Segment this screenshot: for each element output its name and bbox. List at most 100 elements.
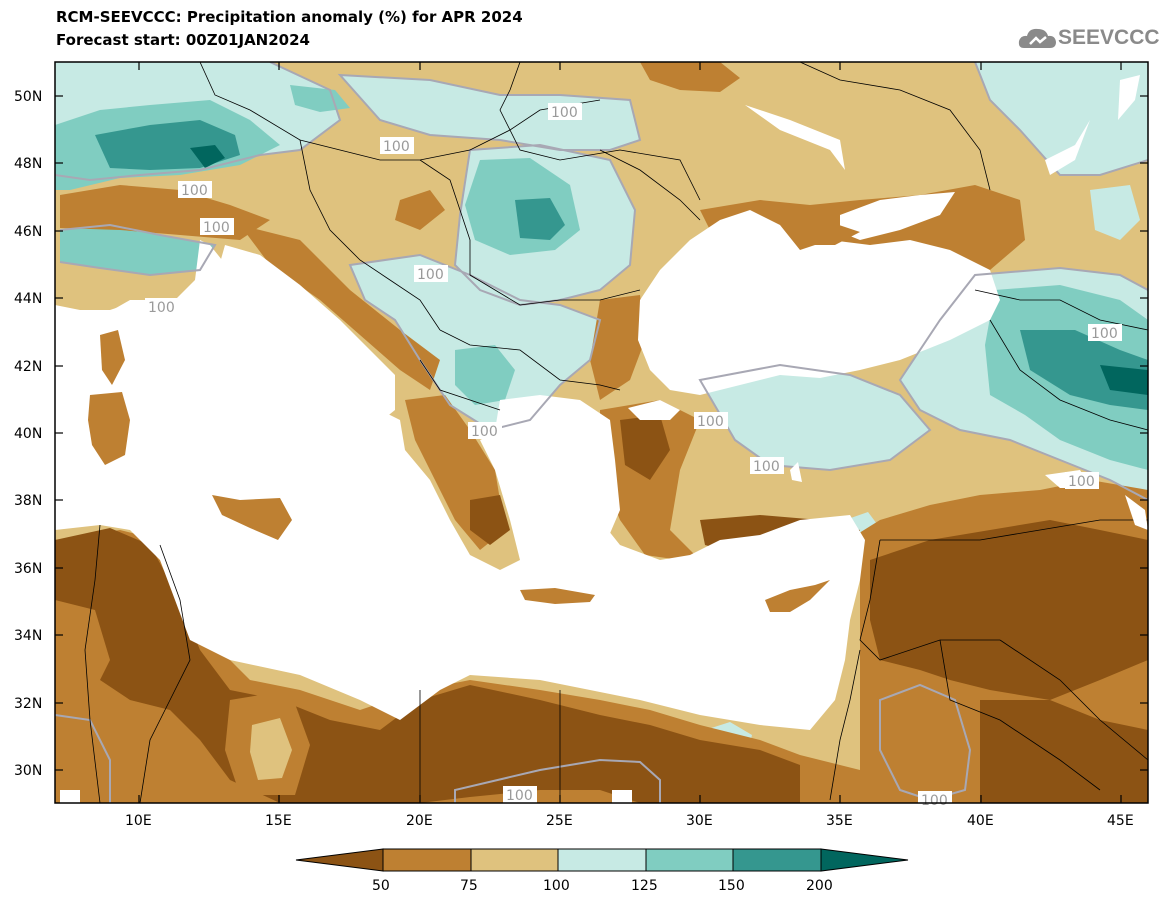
lat-label: 42N xyxy=(14,359,42,375)
longitude-axis xyxy=(138,62,1122,803)
contour-label: 100 xyxy=(697,414,724,430)
field-50-75-africa-w xyxy=(55,600,110,700)
lat-label: 34N xyxy=(14,628,42,644)
island-corsica xyxy=(100,330,125,385)
colorbar-lt50 xyxy=(295,848,384,872)
contour-label: 100 xyxy=(417,267,444,283)
colorbar-tick-label: 125 xyxy=(631,878,658,894)
lon-label: 35E xyxy=(826,813,853,829)
field-lt50-iraq xyxy=(980,700,1148,803)
colorbar-50-75 xyxy=(382,848,472,872)
map-title: RCM-SEEVCCC: Precipitation anomaly (%) f… xyxy=(56,8,523,26)
contour-label: 100 xyxy=(1091,326,1118,342)
field-100-125-balkans xyxy=(350,255,600,430)
lat-label: 40N xyxy=(14,426,42,442)
lon-label: 20E xyxy=(406,813,433,829)
colorbar-150-200 xyxy=(732,848,822,872)
latitude-labels: 50N 48N 46N 44N 42N 40N 38N 36N 34N 32N … xyxy=(14,89,42,779)
field-50-75-hungary xyxy=(395,190,445,230)
contour-label: 100 xyxy=(148,300,175,316)
colorbar-tick-label: 200 xyxy=(806,878,833,894)
lon-label: 10E xyxy=(125,813,152,829)
lon-label: 30E xyxy=(686,813,713,829)
logo-text: SEEVCCC xyxy=(1058,26,1160,49)
longitude-labels: 10E 15E 20E 25E 30E 35E 40E 45E xyxy=(125,813,1134,829)
colorbar-tick-label: 100 xyxy=(543,878,570,894)
sea-marmara xyxy=(628,400,680,420)
forecast-start-label: Forecast start: 00Z01JAN2024 xyxy=(56,31,310,49)
field-100-125-north xyxy=(340,75,640,150)
contour-label: 100 xyxy=(181,183,208,199)
contour-label: 100 xyxy=(921,793,948,809)
contour-label: 100 xyxy=(753,459,780,475)
patch-white-ne xyxy=(1118,75,1140,120)
field-100-125-ukraine-e xyxy=(1090,185,1140,240)
island-sicily xyxy=(212,495,292,540)
island-cyprus xyxy=(765,580,830,612)
field-gt200-alps xyxy=(190,145,225,168)
colorbar-tick-label: 50 xyxy=(372,878,390,894)
patch-white-sw xyxy=(60,790,80,803)
patch-white-turkey xyxy=(790,462,802,482)
contour-label: 100 xyxy=(1068,474,1095,490)
field-lt50-turkey xyxy=(620,415,670,480)
lon-label: 15E xyxy=(265,813,292,829)
anomaly-field xyxy=(55,62,1148,803)
field-gt200-caucasus xyxy=(1100,365,1148,395)
patch-white-libya xyxy=(612,790,632,803)
sea-aegean xyxy=(495,395,620,555)
latitude-axis xyxy=(55,95,1148,771)
field-125-150-balkans xyxy=(455,345,515,405)
lon-label: 25E xyxy=(546,813,573,829)
colorbar-100-125 xyxy=(557,848,647,872)
contour-label: 100 xyxy=(471,424,498,440)
colorbar-125-150 xyxy=(645,848,734,872)
field-50-75-romania-coast xyxy=(590,295,645,400)
patch-white-iran2 xyxy=(1125,495,1148,530)
patch-white-ne2 xyxy=(1045,120,1090,175)
island-sardinia xyxy=(88,392,130,465)
lat-label: 48N xyxy=(14,156,42,172)
lon-label: 40E xyxy=(967,813,994,829)
cloud-icon xyxy=(1018,28,1056,48)
field-50-75-north xyxy=(640,62,740,92)
lon-label: 45E xyxy=(1107,813,1134,829)
sea-azov xyxy=(840,192,955,240)
colorbar-tick-label: 75 xyxy=(460,878,478,894)
field-lt50-greece xyxy=(470,495,510,545)
lat-label: 38N xyxy=(14,493,42,509)
field-125-150-alps2 xyxy=(60,225,215,275)
colorbar-75-100 xyxy=(470,848,559,872)
sea-adriatic xyxy=(218,245,395,430)
sea-black xyxy=(638,210,1000,395)
field-50-75-croatia xyxy=(240,225,440,390)
sea-tyrrhenian xyxy=(95,300,300,500)
seevccc-logo: SEEVCCC xyxy=(1018,24,1160,54)
sea-mediterranean xyxy=(55,240,865,730)
lat-label: 36N xyxy=(14,561,42,577)
contour-label: 100 xyxy=(203,220,230,236)
field-100-125-anatolia xyxy=(700,365,930,470)
contour-label: 100 xyxy=(383,139,410,155)
contour-labels: 100 100 100 100 100 100 100 100 100 100 … xyxy=(145,103,1122,809)
field-lt50-levant xyxy=(870,520,1148,700)
contour-label: 100 xyxy=(506,788,533,804)
field-crimea-peninsula xyxy=(800,222,860,245)
field-100-125-ukraine-ne xyxy=(975,62,1148,175)
patch-white-ukraine xyxy=(745,105,845,170)
colorbar-gt200 xyxy=(820,848,909,872)
lat-label: 50N xyxy=(14,89,42,105)
contour-100-lines xyxy=(55,62,1148,803)
lat-label: 32N xyxy=(14,696,42,712)
lat-label: 46N xyxy=(14,224,42,240)
lat-label: 30N xyxy=(14,763,42,779)
contour-label: 100 xyxy=(551,105,578,121)
lat-label: 44N xyxy=(14,291,42,307)
field-150-200-carpathians xyxy=(515,198,565,240)
country-borders xyxy=(84,62,1148,803)
island-crete xyxy=(520,588,595,604)
colorbar-tick-label: 150 xyxy=(718,878,745,894)
field-75-100-libya-inner xyxy=(250,718,292,780)
colorbar: 50 75 100 125 150 200 xyxy=(295,848,909,894)
